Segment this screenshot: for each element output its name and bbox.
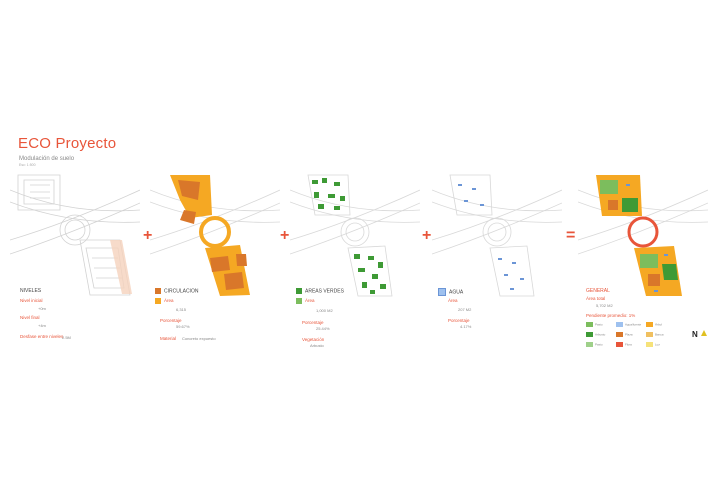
- areas-verdes-swatch: [296, 288, 302, 294]
- equals-operator: =: [566, 227, 576, 244]
- legend-item-agua: Agua/fuente: [616, 322, 641, 327]
- agua-heading: AGUA: [438, 288, 463, 296]
- circulacion-plan: [150, 175, 280, 296]
- areas-verdes-plan: [290, 174, 420, 297]
- niveles-heading: NIVELES: [20, 288, 42, 294]
- nivel-inicial-label: Nivel inicial: [20, 298, 43, 303]
- circulacion-area-label: Área: [155, 298, 174, 304]
- scale-note: Esc: 1:500: [19, 163, 36, 167]
- panel-areas-verdes: [290, 170, 420, 300]
- panel-general: [578, 170, 708, 300]
- agua-swatch: [438, 288, 446, 296]
- legend-item-arbusto: Arbusto: [586, 332, 605, 337]
- legend-item-flora: Flora: [616, 342, 632, 347]
- panel-circulacion: [150, 170, 280, 300]
- agua-area-label: Área: [448, 298, 458, 303]
- areas-verdes-area-value: 1,000 M2: [316, 308, 333, 313]
- legend-item-plaza: Plaza: [616, 332, 633, 337]
- legend-item-pasto-2: Pasto: [586, 342, 603, 347]
- circulacion-percent-value: 59.67%: [176, 324, 190, 329]
- desfase-label: Desfase entre niveles: [20, 334, 64, 339]
- agua-percent-label: Porcentaje: [448, 318, 470, 323]
- niveles-plan: [10, 174, 140, 296]
- vegetacion-label: Vegetación: [302, 337, 325, 342]
- nivel-inicial-value: +0m: [38, 306, 46, 311]
- general-area-label: Área total: [586, 296, 606, 301]
- panel-agua: [432, 170, 562, 300]
- nivel-final-label: Nivel final: [20, 315, 40, 320]
- plus-operator-2: +: [280, 227, 290, 244]
- page-title: ECO Proyecto: [18, 135, 117, 152]
- areas-verdes-area-label: Área: [296, 298, 315, 304]
- north-arrow-label: N: [692, 330, 698, 339]
- general-plan: [578, 175, 708, 296]
- agua-plan: [432, 174, 562, 297]
- agua-heading-text: AGUA: [449, 289, 464, 296]
- circulacion-heading: CIRCULACION: [155, 288, 198, 294]
- circulacion-swatch: [155, 288, 161, 294]
- plus-operator-1: +: [143, 227, 153, 244]
- legend-item-pasto: Pasto: [586, 322, 603, 327]
- general-heading: GENERAL: [586, 288, 610, 294]
- circulacion-heading-text: CIRCULACION: [164, 288, 199, 295]
- panel-niveles: [10, 170, 140, 300]
- circulacion-material-label: Material: [160, 336, 177, 341]
- circulacion-area-swatch: [155, 298, 161, 304]
- plus-operator-3: +: [422, 227, 432, 244]
- desfase-value: 2.5M: [62, 335, 71, 340]
- areas-verdes-percent-label: Porcentaje: [302, 320, 324, 325]
- agua-percent-value: 4.17%: [460, 324, 472, 329]
- areas-verdes-area-swatch: [296, 298, 302, 304]
- legend-item-luz: Luz: [646, 342, 660, 347]
- legend-item-banca: Banca: [646, 332, 664, 337]
- pendiente-label: Pendiente promedio: 1%: [586, 313, 636, 318]
- general-area-value: 5,702 M2: [596, 303, 613, 308]
- nivel-final-value: +4m: [38, 323, 46, 328]
- page-subtitle: Modulación de suelo: [19, 156, 75, 162]
- areas-verdes-heading: AREAS VERDES: [296, 288, 344, 294]
- circulacion-area-value: 6,315: [176, 307, 187, 312]
- circulacion-percent-label: Porcentaje: [160, 318, 182, 323]
- areas-verdes-percent-value: 25.44%: [316, 326, 330, 331]
- circulacion-material-value: Concreto expuesto: [182, 336, 216, 341]
- circulacion-area-text: Área: [164, 298, 174, 304]
- areas-verdes-area-text: Área: [305, 298, 315, 304]
- north-arrow-icon: [701, 330, 707, 336]
- agua-area-value: 207 M2: [458, 307, 472, 312]
- areas-verdes-heading-text: AREAS VERDES: [305, 288, 344, 295]
- legend-item-arbol: Árbol: [646, 322, 662, 327]
- vegetacion-value: Arbusto: [310, 343, 324, 348]
